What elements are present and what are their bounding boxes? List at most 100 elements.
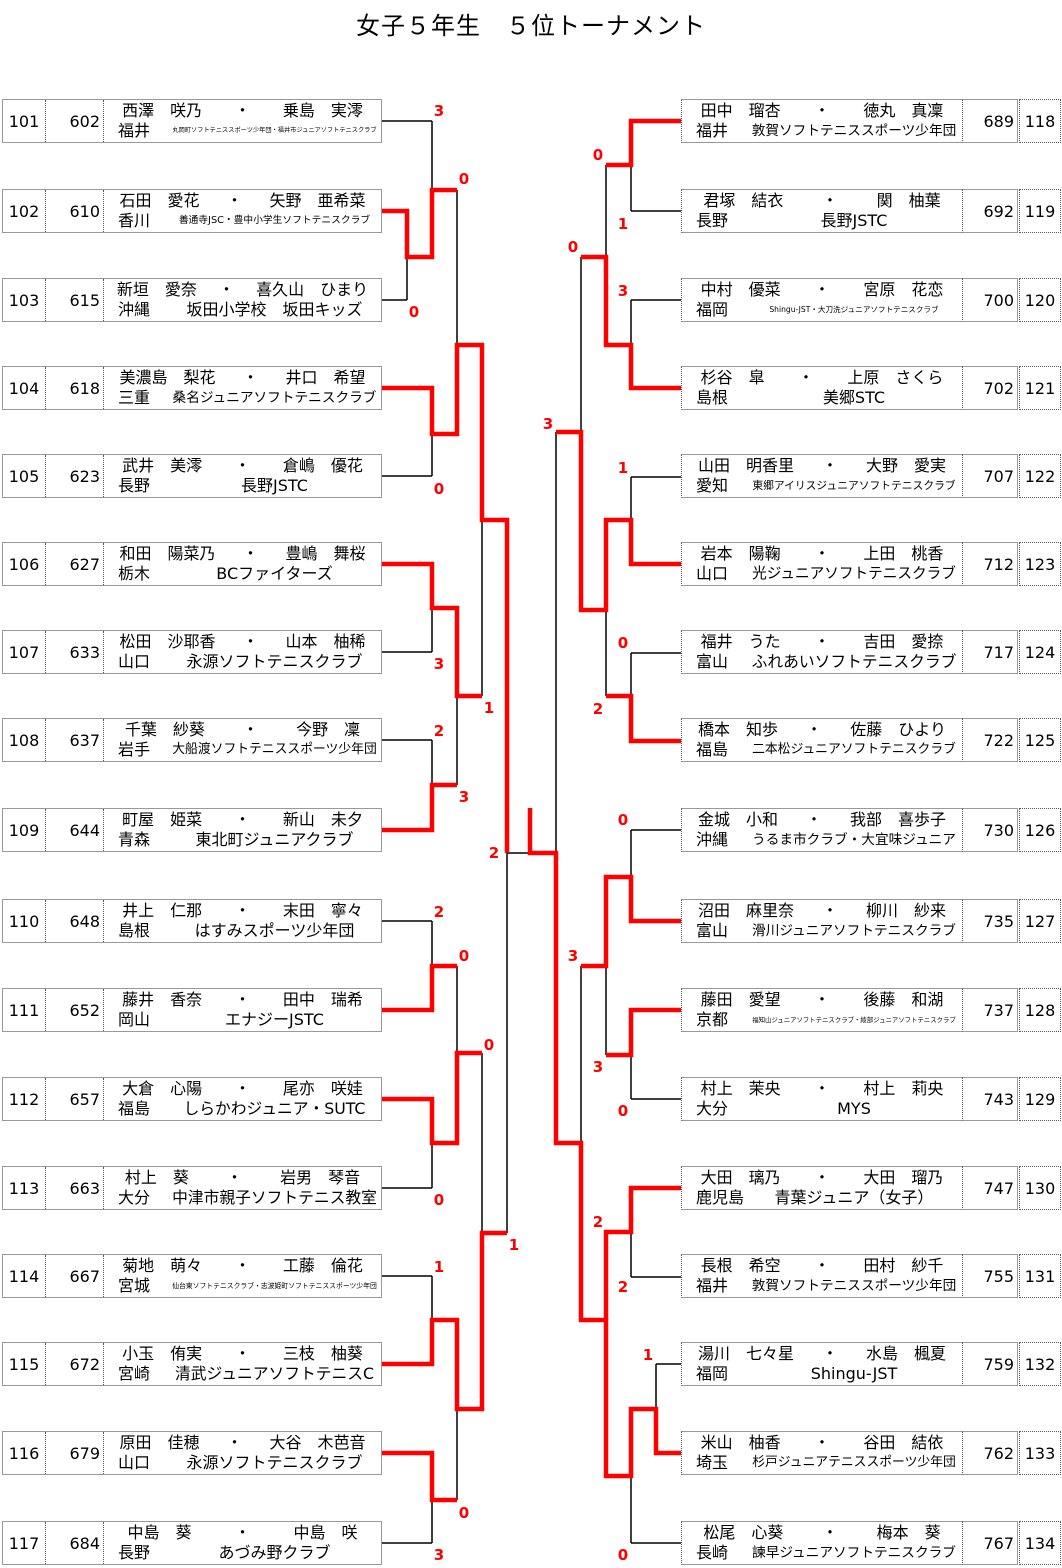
entry-101[interactable]: 101 602 西澤 咲乃 ・ 乗島 実澪 福井 丸岡町ソフトテニススポーツ少年団・福井市ジ…: [2, 99, 382, 143]
entry-117[interactable]: 117 684 中島 葵 ・ 中島 咲長野 あづみ野クラブ: [2, 1521, 382, 1565]
player-names: 松田 沙耶香 ・ 山本 柚稀: [106, 632, 379, 652]
entry-115[interactable]: 115 672 小玉 侑実 ・ 三枝 柚葵 宮崎 清武ジュニアソフトテニスC: [2, 1342, 382, 1386]
match-score: 2: [433, 903, 445, 921]
player-1-name: 新垣 愛奈: [116, 280, 197, 299]
name-separator: ・: [821, 191, 838, 210]
match-score: 0: [617, 1546, 629, 1564]
entry-103[interactable]: 103 615 新垣 愛奈 ・ 喜久山 ひまり 沖縄 坂田小学校 坂田キッズ: [2, 278, 382, 322]
name-separator: ・: [234, 1523, 251, 1542]
entry-111[interactable]: 111 652 藤井 香奈 ・ 田中 瑞希 岡山 エナジーJSTC: [2, 988, 382, 1032]
entry-102[interactable]: 102 610 石田 愛花 ・ 矢野 亜希菜 香川 善通寺JSC・豊中小学生ソフトテニスクラ…: [2, 189, 382, 233]
entry-112[interactable]: 112 657 大倉 心陽 ・ 尾亦 咲娃 福島 しらかわジュニア・SUTC: [2, 1077, 382, 1121]
entry-116[interactable]: 116 679 原田 佳穂 ・ 大谷 木芭音 山口 永源ソフトテニスクラブ: [2, 1431, 382, 1475]
entry-106[interactable]: 106 627 和田 陽菜乃 ・ 豊嶋 舞桜 栃木 BCファイターズ: [2, 542, 382, 586]
entry-number: 717: [963, 630, 1018, 674]
team-info: 村上 茉央 ・ 村上 莉央 大分 MYS: [681, 1077, 963, 1121]
player-names: 小玉 侑実 ・ 三枝 柚葵: [106, 1344, 379, 1364]
club-name: 長野JSTC: [241, 476, 308, 495]
player-names: 岩本 陽鞠 ・ 上田 桃香: [684, 544, 960, 564]
match-score: 0: [433, 1191, 445, 1209]
player-1-name: 和田 陽菜乃: [119, 544, 216, 563]
team-affiliation: 富山 ふれあいソフトテニスクラブ: [684, 652, 960, 672]
team-affiliation: 福岡 Shingu-JST・大刀洗ジュニアソフトテニスクラブ: [684, 300, 960, 320]
entry-130[interactable]: 大田 璃乃 ・ 大田 瑠乃 鹿児島 青葉ジュニア（女子） 747 130: [681, 1166, 1061, 1210]
team-affiliation: 長野 長野JSTC: [106, 476, 379, 496]
match-score: 3: [542, 415, 554, 433]
entry-109[interactable]: 109 644 町屋 姫菜 ・ 新山 未夕 青森 東北町ジュニアクラブ: [2, 808, 382, 852]
seed-number: 133: [1019, 1431, 1061, 1475]
entry-124[interactable]: 福井 うた ・ 吉田 愛捺 富山 ふれあいソフトテニスクラブ 717 124: [681, 630, 1061, 674]
entry-128[interactable]: 藤田 愛望 ・ 後藤 和湖 京都 福知山ジュニアソフトテニスクラブ・綾部ジュニアソフトテ…: [681, 988, 1061, 1032]
entry-105[interactable]: 105 623 武井 美澪 ・ 倉嶋 優花 長野 長野JSTC: [2, 454, 382, 498]
team-affiliation: 愛知 東郷アイリスジュニアソフトテニスクラブ: [684, 476, 960, 496]
player-2-name: 我部 喜歩子: [849, 810, 946, 829]
winner-path: [382, 1050, 482, 1146]
winner-path: [581, 874, 681, 969]
entry-134[interactable]: 松尾 心葵 ・ 梅本 葵長崎 諫早ジュニアソフトテニスクラブ 767 134: [681, 1521, 1061, 1565]
team-info: 田中 瑠杏 ・ 徳丸 真凜 福井 敦賀ソフトテニススポーツ少年団: [681, 99, 963, 143]
entry-number: 648: [46, 900, 104, 942]
entry-118[interactable]: 田中 瑠杏 ・ 徳丸 真凜 福井 敦賀ソフトテニススポーツ少年団 689 118: [681, 99, 1061, 143]
player-names: 松尾 心葵 ・ 梅本 葵: [684, 1523, 960, 1543]
club-name: 杉戸ジュニアテニススポーツ少年団: [752, 1455, 956, 1470]
player-names: 湯川 七々星 ・ 水島 楓夏: [684, 1344, 960, 1364]
entry-129[interactable]: 村上 茉央 ・ 村上 莉央 大分 MYS 743 129: [681, 1077, 1061, 1121]
seed-number: 115: [3, 1343, 46, 1385]
player-2-name: 谷田 結依: [863, 1433, 944, 1452]
name-separator: ・: [813, 544, 830, 563]
match-score: 2: [592, 700, 604, 718]
entry-121[interactable]: 杉谷 皐 ・ 上原 さくら 島根 美郷STC 702 121: [681, 366, 1061, 410]
entry-132[interactable]: 湯川 七々星 ・ 水島 楓夏 福岡 Shingu-JST 759 132: [681, 1342, 1061, 1386]
player-2-name: 上田 桃香: [863, 544, 944, 563]
player-2-name: 田村 紗千: [863, 1256, 944, 1275]
prefecture: 福岡: [696, 300, 729, 319]
seed-number: 134: [1019, 1521, 1061, 1565]
entry-119[interactable]: 君塚 結衣 ・ 関 柚葉 長野 長野JSTC 692 119: [681, 189, 1061, 233]
entry-113[interactable]: 113 663 村上 葵 ・ 岩男 琴音 大分 中津市親子ソフトテニス教室: [2, 1166, 382, 1210]
seed-number: 119: [1019, 189, 1061, 233]
seed-number: 106: [3, 543, 46, 585]
entry-127[interactable]: 沼田 麻里奈 ・ 柳川 紗来 富山 滑川ジュニアソフトテニスクラブ 735 127: [681, 899, 1061, 943]
entry-107[interactable]: 107 633 松田 沙耶香 ・ 山本 柚稀 山口 永源ソフトテニスクラブ: [2, 630, 382, 674]
team-info: 千葉 紗葵 ・ 今野 凜岩手 大船渡ソフトテニススポーツ少年団: [104, 719, 381, 761]
seed-number: 108: [3, 719, 46, 761]
winner-path: [606, 1007, 681, 1058]
entry-122[interactable]: 山田 明香里 ・ 大野 愛実 愛知 東郷アイリスジュニアソフトテニスクラブ 707 122: [681, 454, 1061, 498]
team-affiliation: 宮城 仙台東ソフトテニスクラブ・志波姫町ソフトテニススポーツ少年団: [106, 1276, 379, 1296]
match-score: 0: [567, 238, 579, 256]
seed-number: 114: [3, 1255, 46, 1297]
team-affiliation: 沖縄 うるま市クラブ・大宜味ジュニア: [684, 830, 960, 850]
entry-number: 623: [46, 455, 104, 497]
entry-number: 767: [963, 1521, 1018, 1565]
team-info: 原田 佳穂 ・ 大谷 木芭音 山口 永源ソフトテニスクラブ: [104, 1432, 381, 1474]
entry-120[interactable]: 中村 優菜 ・ 宮原 花恋 福岡 Shingu-JST・大刀洗ジュニアソフトテニスクラブ…: [681, 278, 1061, 322]
club-name: 敦賀ソフトテニススポーツ少年団: [751, 123, 957, 139]
entry-125[interactable]: 橋本 知歩 ・ 佐藤 ひより 福島 二本松ジュニアソフトテニスクラブ 722 125: [681, 718, 1061, 762]
player-2-name: 尾亦 咲娃: [282, 1079, 363, 1098]
club-name: BCファイターズ: [216, 564, 333, 583]
club-name: MYS: [837, 1099, 871, 1118]
entry-110[interactable]: 110 648 井上 仁那 ・ 末田 寧々 島根 はすみスポーツ少年団: [2, 899, 382, 943]
entry-133[interactable]: 米山 柚香 ・ 谷田 結依 埼玉 杉戸ジュニアテニススポーツ少年団 762 133: [681, 1431, 1061, 1475]
entry-number: 737: [963, 988, 1018, 1032]
team-info: 金城 小和 ・ 我部 喜歩子 沖縄 うるま市クラブ・大宜味ジュニア: [681, 808, 963, 852]
seed-number: 117: [3, 1522, 46, 1564]
entry-104[interactable]: 104 618 美濃島 梨花 ・ 井口 希望 三重 桑名ジュニアソフトテニスクラブ: [2, 366, 382, 410]
name-separator: ・: [813, 1168, 830, 1187]
entry-126[interactable]: 金城 小和 ・ 我部 喜歩子 沖縄 うるま市クラブ・大宜味ジュニア 730 126: [681, 808, 1061, 852]
entry-number: 689: [963, 99, 1018, 143]
seed-number: 132: [1019, 1342, 1061, 1386]
entry-114[interactable]: 114 667 菊地 萌々 ・ 工藤 倫花 宮城 仙台東ソフトテニスクラブ・志波姫町ソフトテ…: [2, 1254, 382, 1298]
entry-123[interactable]: 岩本 陽鞠 ・ 上田 桃香 山口 光ジュニアソフトテニスクラブ 712 123: [681, 542, 1061, 586]
name-separator: ・: [806, 720, 823, 739]
team-info: 中島 葵 ・ 中島 咲長野 あづみ野クラブ: [104, 1522, 381, 1564]
seed-number: 125: [1019, 718, 1061, 762]
name-separator: ・: [234, 1256, 251, 1275]
player-names: 中島 葵 ・ 中島 咲: [106, 1523, 379, 1543]
entry-131[interactable]: 長根 希空 ・ 田村 紗千 福井 敦賀ソフトテニススポーツ少年団 755 131: [681, 1254, 1061, 1298]
player-1-name: 金城 小和: [697, 810, 778, 829]
seed-number: 109: [3, 809, 46, 851]
seed-number: 122: [1019, 454, 1061, 498]
entry-108[interactable]: 108 637 千葉 紗葵 ・ 今野 凜岩手 大船渡ソフトテニススポーツ少年団: [2, 718, 382, 762]
team-info: 美濃島 梨花 ・ 井口 希望 三重 桑名ジュニアソフトテニスクラブ: [104, 367, 381, 409]
